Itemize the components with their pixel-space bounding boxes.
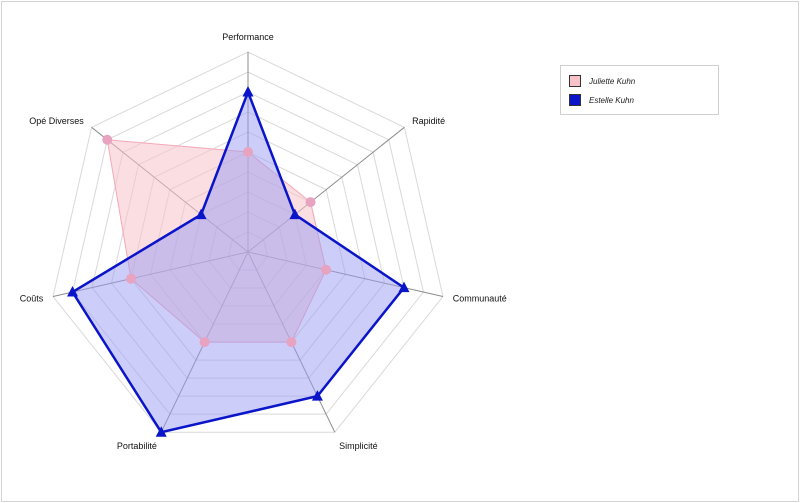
data-point-juliette-kuhn <box>305 197 316 208</box>
axis-label-4: Portabilité <box>117 441 157 451</box>
axis-label-1: Rapidité <box>412 116 445 126</box>
data-point-juliette-kuhn <box>199 337 210 348</box>
axis-label-5: Coûts <box>20 294 44 304</box>
series-layer <box>67 86 410 437</box>
series-area-estelle-kuhn <box>70 88 406 434</box>
data-point-estelle-kuhn <box>289 208 301 220</box>
axis-label-2: Communauté <box>453 294 507 304</box>
data-point-estelle-kuhn <box>67 286 79 297</box>
legend-item-juliette: Juliette Kuhn <box>569 74 635 88</box>
axis-label-6: Opé Diverses <box>29 116 84 126</box>
legend-swatch-juliette <box>569 75 581 87</box>
data-point-juliette-kuhn <box>286 337 297 348</box>
data-point-juliette-kuhn <box>320 264 331 275</box>
data-point-estelle-kuhn <box>311 390 323 401</box>
data-point-estelle-kuhn <box>398 281 410 293</box>
grid-ring <box>52 51 444 433</box>
data-point-juliette-kuhn <box>243 147 253 157</box>
data-point-estelle-kuhn <box>242 86 254 97</box>
data-point-juliette-kuhn <box>102 134 113 145</box>
legend-item-estelle: Estelle Kuhn <box>569 93 634 107</box>
axis-labels: Performance Rapidité Communauté Simplicité P… <box>20 32 507 451</box>
legend-label-estelle: Estelle Kuhn <box>589 95 634 105</box>
data-point-estelle-kuhn <box>155 426 167 437</box>
axis-label-0: Performance <box>222 32 274 42</box>
legend-label-juliette: Juliette Kuhn <box>589 76 636 86</box>
grid-ring <box>71 71 425 415</box>
legend-swatch-estelle <box>569 94 581 106</box>
data-point-juliette-kuhn <box>126 273 137 284</box>
data-point-estelle-kuhn <box>195 208 207 220</box>
axis-label-3: Simplicité <box>339 441 378 451</box>
legend: Juliette Kuhn Estelle Kuhn <box>560 65 719 115</box>
